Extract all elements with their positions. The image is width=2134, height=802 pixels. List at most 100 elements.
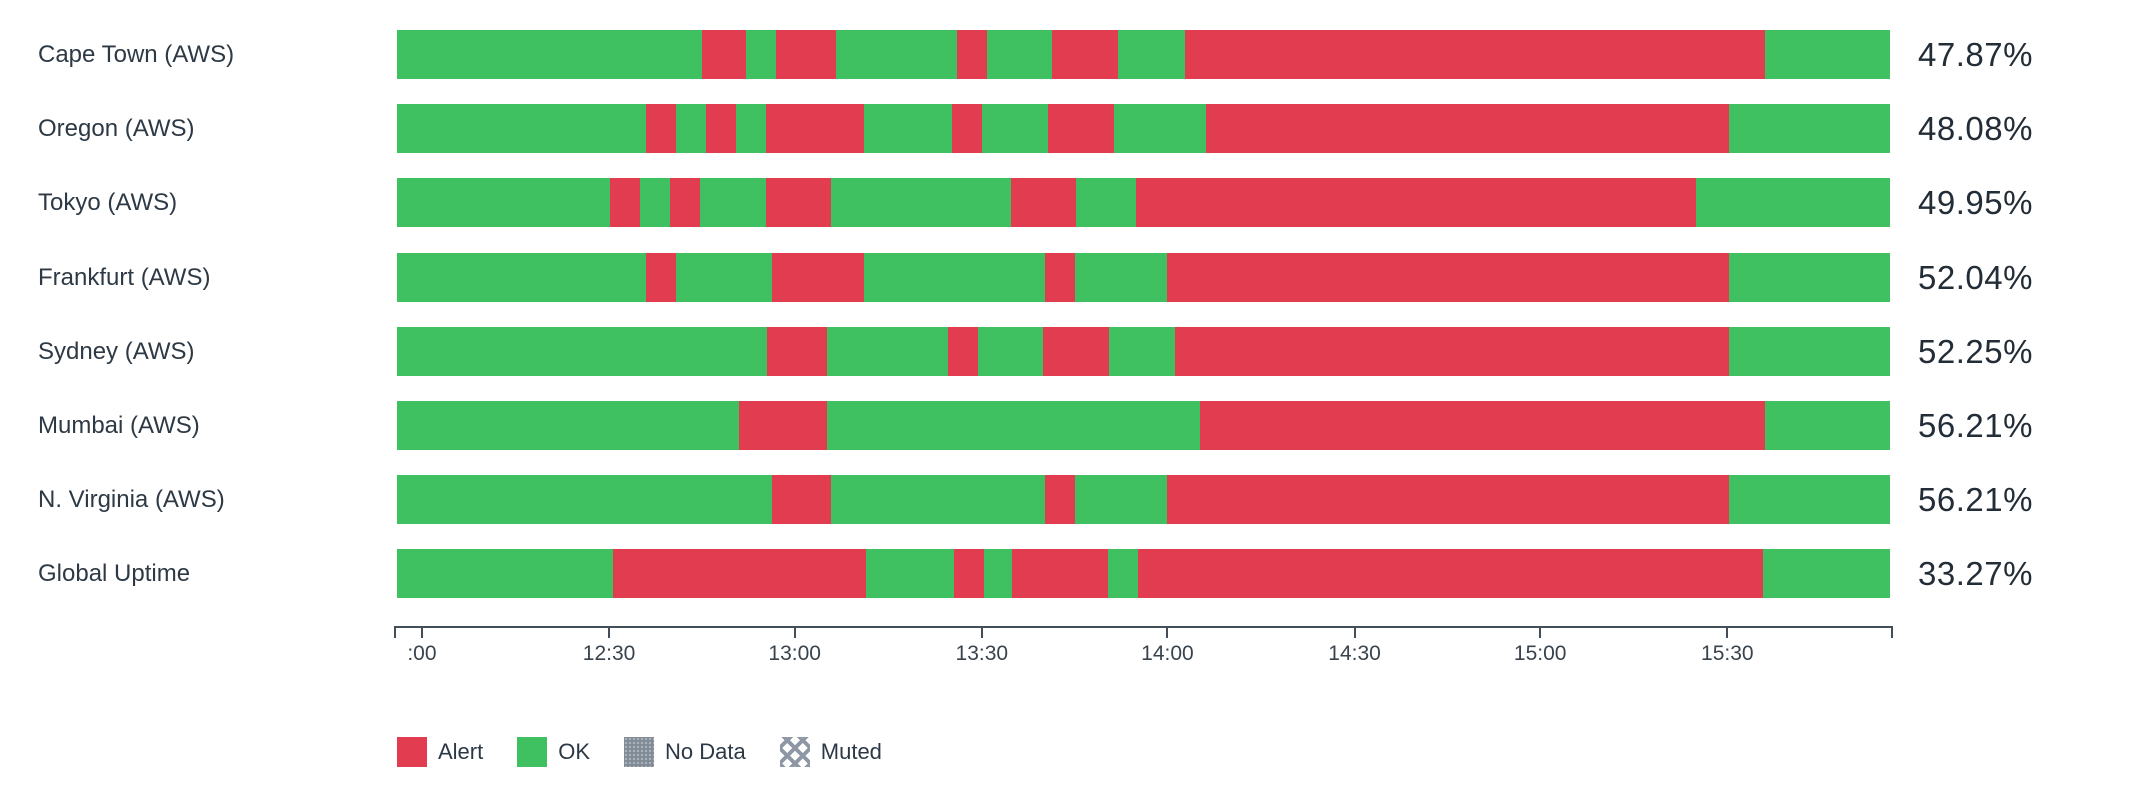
axis-tick: [1891, 626, 1893, 638]
axis-tick: [793, 626, 796, 638]
status-segment-alert[interactable]: [1167, 253, 1729, 302]
status-timeline-bar: [397, 104, 1890, 153]
legend-item-ok[interactable]: OK: [517, 737, 590, 767]
status-segment-ok[interactable]: [640, 178, 671, 227]
status-segment-ok[interactable]: [1728, 253, 1890, 302]
status-segment-alert[interactable]: [771, 253, 865, 302]
status-segment-ok[interactable]: [397, 253, 647, 302]
status-segment-ok[interactable]: [831, 475, 1045, 524]
status-segment-ok[interactable]: [1728, 104, 1890, 153]
status-segment-ok[interactable]: [835, 30, 957, 79]
uptime-value: 52.04%: [1918, 258, 2033, 296]
status-segment-ok[interactable]: [397, 30, 702, 79]
legend-label: Alert: [438, 739, 484, 764]
row-label: Mumbai (AWS): [38, 411, 200, 439]
status-segment-alert[interactable]: [646, 104, 677, 153]
status-segment-ok[interactable]: [397, 327, 768, 376]
status-segment-ok[interactable]: [1076, 178, 1136, 227]
status-segment-alert[interactable]: [1167, 475, 1729, 524]
status-segment-alert[interactable]: [1174, 327, 1729, 376]
status-segment-ok[interactable]: [982, 104, 1048, 153]
legend-item-no-data[interactable]: No Data: [624, 737, 746, 767]
status-segment-ok[interactable]: [1074, 475, 1168, 524]
status-segment-ok[interactable]: [676, 104, 707, 153]
legend-swatch-crosshatch-icon: [779, 737, 810, 767]
axis-tick-label: 13:30: [955, 642, 1009, 665]
legend-item-alert[interactable]: Alert: [397, 737, 483, 767]
status-segment-alert[interactable]: [1044, 475, 1075, 524]
status-segment-ok[interactable]: [1728, 475, 1890, 524]
uptime-value: 48.08%: [1918, 109, 2033, 147]
status-segment-ok[interactable]: [397, 104, 647, 153]
uptime-value: 47.87%: [1918, 35, 2033, 73]
status-segment-ok[interactable]: [986, 30, 1053, 79]
status-segment-ok[interactable]: [700, 178, 766, 227]
status-segment-ok[interactable]: [397, 475, 772, 524]
status-segment-alert[interactable]: [765, 178, 832, 227]
legend-label: OK: [558, 739, 591, 764]
status-segment-alert[interactable]: [670, 178, 701, 227]
status-segment-alert[interactable]: [1185, 30, 1765, 79]
status-segment-ok[interactable]: [865, 549, 954, 598]
status-segment-ok[interactable]: [977, 327, 1044, 376]
status-segment-ok[interactable]: [397, 549, 614, 598]
status-segment-ok[interactable]: [831, 178, 1011, 227]
status-segment-ok[interactable]: [1109, 327, 1175, 376]
axis-tick-label: :00: [407, 642, 437, 665]
time-axis: :00 12:30 13:00 13:30 14:00 14:30 15:00 15:30: [394, 626, 1893, 668]
status-segment-ok[interactable]: [397, 178, 611, 227]
status-segment-alert[interactable]: [765, 104, 865, 153]
status-segment-alert[interactable]: [1043, 327, 1110, 376]
status-segment-alert[interactable]: [1136, 178, 1696, 227]
status-segment-ok[interactable]: [1118, 30, 1186, 79]
status-segment-alert[interactable]: [771, 475, 832, 524]
status-segment-ok[interactable]: [864, 253, 1045, 302]
status-segment-alert[interactable]: [953, 549, 984, 598]
status-segment-ok[interactable]: [826, 401, 1201, 450]
status-segment-ok[interactable]: [735, 104, 766, 153]
status-segment-alert[interactable]: [1012, 549, 1108, 598]
status-segment-alert[interactable]: [1200, 401, 1765, 450]
status-segment-ok[interactable]: [983, 549, 1013, 598]
status-timeline-bar: [397, 253, 1890, 302]
status-segment-ok[interactable]: [1695, 178, 1890, 227]
status-segment-alert[interactable]: [738, 401, 827, 450]
status-segment-alert[interactable]: [947, 327, 978, 376]
status-segment-alert[interactable]: [1137, 549, 1764, 598]
status-segment-ok[interactable]: [1764, 30, 1890, 79]
status-segment-alert[interactable]: [1206, 104, 1729, 153]
status-segment-ok[interactable]: [1074, 253, 1168, 302]
status-segment-alert[interactable]: [1052, 30, 1119, 79]
status-segment-alert[interactable]: [1047, 104, 1114, 153]
status-segment-alert[interactable]: [613, 549, 866, 598]
status-segment-alert[interactable]: [776, 30, 836, 79]
status-segment-alert[interactable]: [701, 30, 747, 79]
legend: Alert OK No Data Muted: [397, 737, 882, 767]
uptime-value: 56.21%: [1918, 406, 2033, 444]
status-timeline-bar: [397, 401, 1890, 450]
status-segment-ok[interactable]: [397, 401, 739, 450]
status-segment-alert[interactable]: [767, 327, 827, 376]
status-segment-ok[interactable]: [1728, 327, 1890, 376]
status-segment-ok[interactable]: [1113, 104, 1207, 153]
status-segment-alert[interactable]: [1010, 178, 1077, 227]
status-segment-ok[interactable]: [746, 30, 777, 79]
status-segment-ok[interactable]: [676, 253, 772, 302]
status-segment-alert[interactable]: [952, 104, 983, 153]
row-label: Frankfurt (AWS): [38, 263, 211, 291]
status-segment-ok[interactable]: [1764, 401, 1890, 450]
status-segment-ok[interactable]: [1763, 549, 1890, 598]
status-segment-alert[interactable]: [610, 178, 641, 227]
status-segment-ok[interactable]: [864, 104, 953, 153]
status-segment-alert[interactable]: [646, 253, 677, 302]
status-segment-ok[interactable]: [1107, 549, 1138, 598]
row-label: Sydney (AWS): [38, 337, 195, 365]
axis-tick-label: 14:00: [1141, 642, 1194, 665]
status-segment-alert[interactable]: [956, 30, 987, 79]
axis-tick-label: 12:30: [582, 642, 636, 665]
status-timeline-bar: [397, 178, 1890, 227]
status-segment-ok[interactable]: [826, 327, 948, 376]
status-segment-alert[interactable]: [1044, 253, 1075, 302]
status-segment-alert[interactable]: [706, 104, 736, 153]
legend-item-muted[interactable]: Muted: [779, 737, 882, 767]
